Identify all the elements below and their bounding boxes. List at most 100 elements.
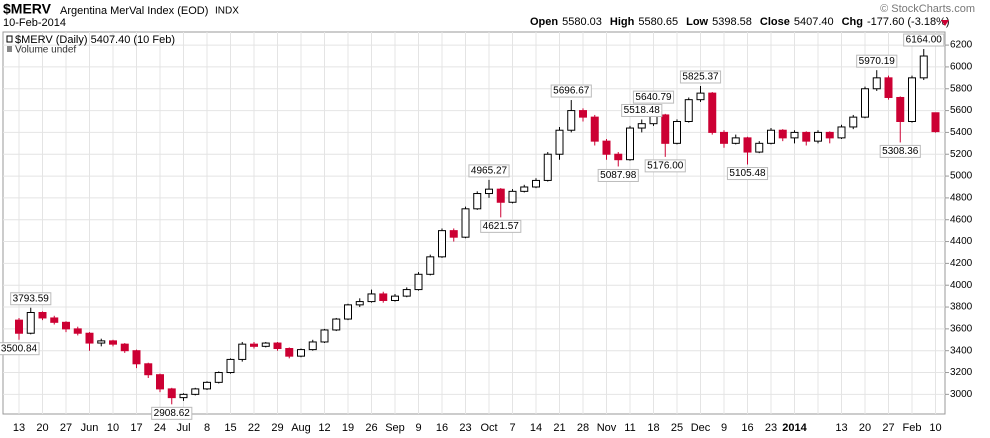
candle-body: [97, 340, 106, 344]
candle-body: [50, 317, 59, 323]
date: 10-Feb-2014: [3, 17, 66, 29]
candle-body: [684, 99, 693, 122]
x-tick-label: 23: [765, 422, 777, 434]
symbol: $MERV: [3, 1, 52, 17]
y-tick-label: 3400: [950, 345, 973, 356]
label-box: [0, 342, 40, 356]
candle-body: [203, 381, 211, 390]
candle-body: [579, 110, 587, 118]
candle-body: [778, 129, 787, 139]
candle-body: [132, 350, 141, 365]
x-tick-label: Oct: [480, 422, 497, 434]
value-label: 2908.62: [154, 408, 191, 419]
candle-body: [156, 374, 164, 390]
y-tick-label: 5200: [950, 149, 973, 160]
candle-body: [884, 77, 893, 98]
value-label: 5176.00: [647, 161, 684, 172]
quote-label: High: [610, 16, 635, 28]
value-label: 4621.57: [483, 221, 520, 232]
label-box: [632, 90, 675, 104]
y-tick-label: 3600: [950, 324, 973, 335]
candle-body: [485, 188, 493, 195]
legend-icon: [6, 35, 13, 43]
legend-entry: $MERV (Daily) 5407.40 (10 Feb): [15, 34, 175, 46]
x-tick-label: 17: [130, 422, 142, 434]
x-tick-label: 28: [577, 422, 589, 434]
candle-body: [214, 372, 223, 383]
quote: Open 5580.03 High 5580.65 Low 5398.58 Close 540…: [530, 16, 950, 28]
label-box: [726, 167, 769, 181]
chart-title: Argentina MerVal Index (EOD): [60, 5, 208, 17]
candle-body: [167, 388, 176, 399]
candle-body: [567, 110, 576, 131]
x-tick-label: 27: [882, 422, 894, 434]
candle-body: [720, 131, 728, 144]
candle-body: [908, 77, 916, 122]
label-box: [10, 292, 52, 306]
y-tick-label: 3000: [950, 389, 973, 400]
y-tick-label: 4800: [950, 193, 973, 204]
candle-body: [508, 190, 517, 203]
label-box: [597, 168, 639, 182]
down-arrow: [941, 20, 949, 26]
x-tick-label: Jun: [81, 422, 99, 434]
candle-body: [38, 311, 47, 319]
x-tick-label: 9: [721, 422, 727, 434]
value-label: 6164.00: [906, 35, 943, 46]
candle-body: [379, 293, 388, 301]
candle-body: [85, 332, 94, 344]
candle-body: [637, 123, 646, 129]
candle-body: [532, 179, 540, 188]
candle-body: [767, 129, 775, 144]
candle-body: [109, 340, 117, 345]
x-tick-label: 29: [271, 422, 283, 434]
candle-body: [73, 328, 82, 334]
x-tick-label: 13: [13, 422, 25, 434]
copyright: © StockCharts.com: [880, 3, 975, 15]
y-tick-label: 6000: [950, 62, 973, 73]
candle-body: [743, 137, 752, 153]
candle-body: [62, 321, 70, 330]
x-tick-label: 14: [530, 422, 542, 434]
label-box: [468, 164, 510, 178]
candle-body: [825, 131, 834, 139]
y-tick-label: 5800: [950, 83, 973, 94]
x-tick-label: 8: [204, 422, 210, 434]
x-tick-label: Dec: [691, 422, 711, 434]
y-tick-label: 4000: [950, 280, 973, 291]
candle-body: [250, 343, 258, 347]
label-box: [550, 84, 592, 98]
candle-body: [226, 358, 235, 374]
candle-body: [590, 116, 599, 142]
candle-body: [520, 186, 529, 192]
quote-label: Open: [530, 16, 558, 28]
x-tick-label: 12: [318, 422, 330, 434]
candle-body: [731, 137, 740, 144]
candle-body: [602, 140, 611, 155]
candle-body: [355, 301, 364, 306]
x-tick-label: Feb: [903, 422, 922, 434]
candle-body: [849, 116, 858, 128]
x-tick-label: 20: [859, 422, 871, 434]
candle-body: [896, 96, 905, 122]
value-label: 5970.19: [859, 56, 896, 67]
x-tick-label: 13: [835, 422, 847, 434]
x-tick-label: 22: [248, 422, 260, 434]
candle-body: [15, 319, 23, 334]
candle-body: [555, 129, 564, 155]
y-tick-label: 5400: [950, 127, 973, 138]
candles: [15, 49, 940, 405]
x-tick-label: 16: [741, 422, 753, 434]
candle-body: [332, 318, 341, 331]
x-tick-label: 9: [415, 422, 421, 434]
x-tick-label: 16: [436, 422, 448, 434]
candle-body: [273, 342, 282, 350]
candle-body: [344, 304, 352, 320]
candle-body: [837, 126, 846, 139]
candle-body: [861, 88, 869, 118]
label-box: [856, 54, 898, 68]
candle-body: [461, 208, 470, 238]
candle-body: [919, 55, 928, 79]
label-box: [480, 219, 522, 233]
quote-value: 5580.03: [562, 16, 602, 28]
